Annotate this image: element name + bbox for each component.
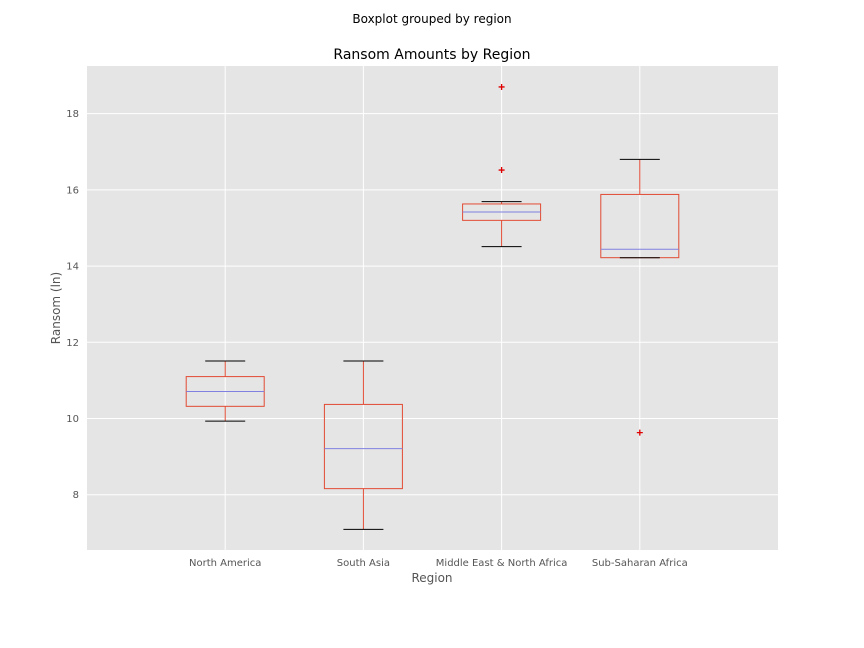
box-group [462,83,542,248]
tick-labels: 8 10 12 14 16 18 North America South Asia Middle… [66,109,687,569]
y-tick-label: 8 [73,490,79,501]
y-axis-label: Ransom (ln) [49,272,63,344]
box-body [323,403,403,490]
x-tick-label: North America [189,558,261,569]
outlier-marker [636,429,643,436]
grid-lines [87,66,778,550]
x-axis-label: Region [411,571,452,585]
chart-suptitle: Boxplot grouped by region [352,12,511,26]
x-tick-label: Middle East & North Africa [436,558,568,569]
plot-area [87,66,778,550]
y-tick-label: 18 [66,109,79,120]
box-group [185,360,265,422]
outlier-marker [498,83,505,90]
y-tick-label: 12 [66,338,79,349]
y-tick-label: 14 [66,262,79,273]
x-tick-label: Sub-Saharan Africa [592,558,688,569]
x-tick-label: South Asia [337,558,390,569]
chart-title: Ransom Amounts by Region [333,47,530,63]
box-group [600,158,680,436]
outlier-marker [498,167,505,174]
y-tick-label: 16 [66,185,79,196]
y-tick-label: 10 [66,414,79,425]
box-group [323,360,403,530]
box-series [185,83,680,530]
